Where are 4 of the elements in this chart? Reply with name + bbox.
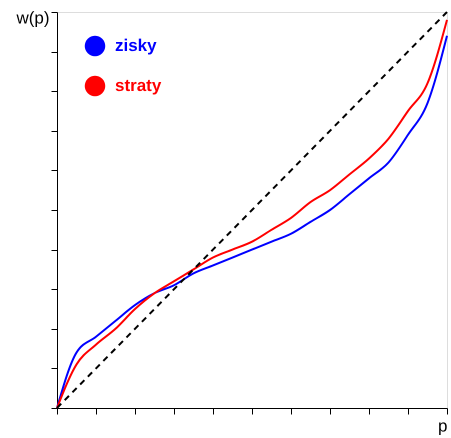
y-axis-title: w(p) [15, 8, 50, 28]
legend-label: straty [115, 76, 162, 95]
legend-label: zisky [115, 36, 158, 55]
x-axis-title: p [438, 416, 448, 436]
